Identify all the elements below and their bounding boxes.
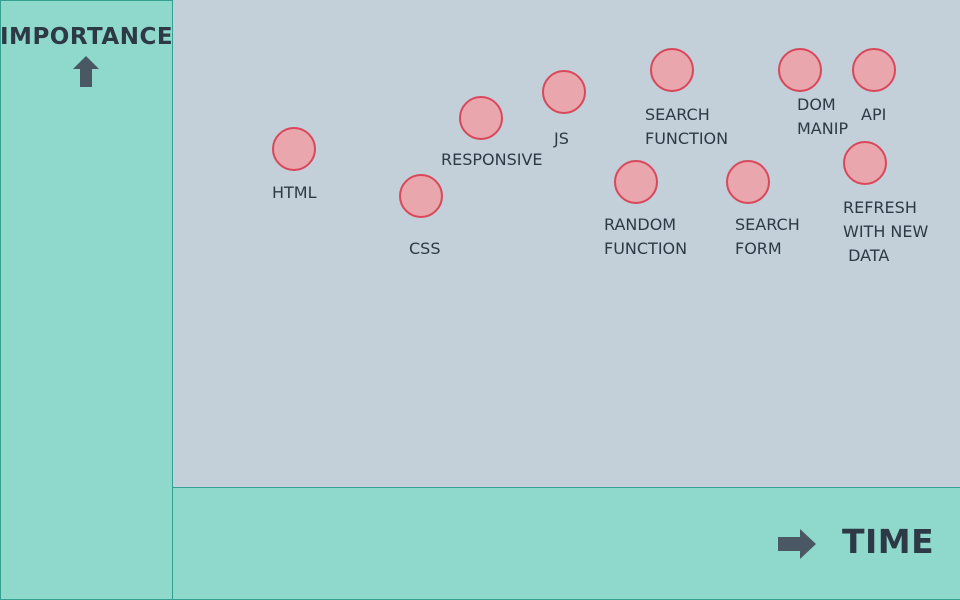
label-random-function: RANDOM FUNCTION <box>604 213 687 261</box>
y-axis-title: IMPORTANCE <box>0 24 174 50</box>
label-api: API <box>861 103 886 127</box>
arrow-up-icon <box>73 56 99 87</box>
label-line: SEARCH <box>735 215 800 234</box>
label-line: FUNCTION <box>645 129 729 148</box>
label-line: DATA <box>843 246 890 265</box>
label-html: HTML <box>272 181 317 205</box>
x-axis-panel <box>172 487 960 600</box>
label-line: WITH NEW <box>843 222 929 241</box>
label-css: CSS <box>409 237 440 261</box>
arrow-right-icon <box>778 529 816 559</box>
bubble-search-form <box>726 160 770 204</box>
bubble-search-function <box>650 48 694 92</box>
label-line: FORM <box>735 239 782 258</box>
label-js: JS <box>554 127 569 151</box>
label-dom-manip: DOM MANIP <box>797 93 848 141</box>
label-line: CSS <box>409 239 441 258</box>
label-line: MANIP <box>797 119 849 138</box>
bubble-api <box>852 48 896 92</box>
label-line: REFRESH <box>843 198 917 217</box>
label-responsive: RESPONSIVE <box>441 148 543 172</box>
bubble-random-function <box>614 160 658 204</box>
x-axis-title: TIME <box>842 522 935 561</box>
label-search-form: SEARCH FORM <box>735 213 800 261</box>
label-line: RESPONSIVE <box>441 150 543 169</box>
label-refresh: REFRESH WITH NEW DATA <box>843 196 928 268</box>
label-search-function: SEARCH FUNCTION <box>645 103 728 151</box>
bubble-dom-manip <box>778 48 822 92</box>
label-line: JS <box>554 129 569 148</box>
y-axis-panel <box>0 0 173 600</box>
bubble-css <box>399 174 443 218</box>
bubble-refresh <box>843 141 887 185</box>
label-line: HTML <box>272 183 317 202</box>
bubble-responsive <box>459 96 503 140</box>
label-line: SEARCH <box>645 105 710 124</box>
label-line: DOM <box>797 95 836 114</box>
label-line: API <box>861 105 887 124</box>
label-line: FUNCTION <box>604 239 688 258</box>
bubble-html <box>272 127 316 171</box>
bubble-js <box>542 70 586 114</box>
label-line: RANDOM <box>604 215 677 234</box>
